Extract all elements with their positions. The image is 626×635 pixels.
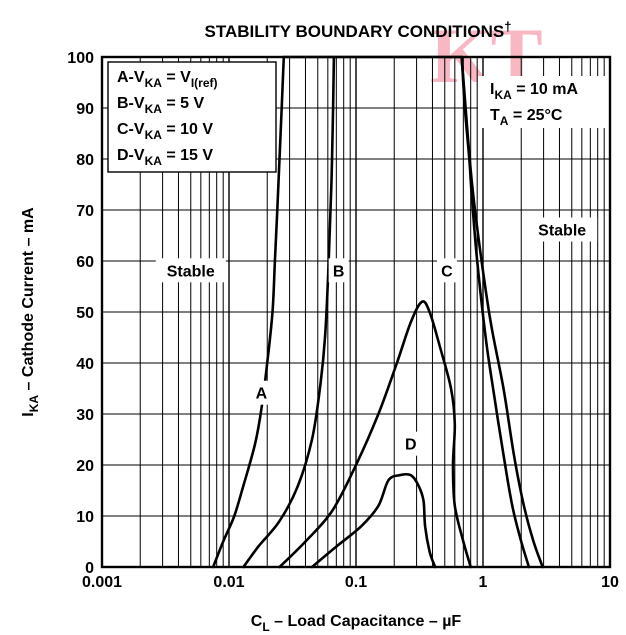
y-tick-label: 20 — [76, 458, 94, 475]
x-tick-label: 0.1 — [345, 574, 367, 591]
curve-upper-bound — [460, 55, 544, 569]
annotation-background — [400, 431, 421, 456]
annotations: Stable Stable A B C D — [155, 217, 598, 456]
curve-b — [242, 55, 336, 569]
annotation-background — [436, 258, 457, 283]
y-axis-label: IKA – Cathode Current – mA — [20, 207, 41, 417]
annotation-b: B — [333, 263, 345, 280]
condition-1: IKA = 10 mA — [490, 81, 579, 102]
curves — [211, 55, 544, 569]
curve-d — [310, 472, 437, 569]
y-tick-label: 90 — [76, 101, 94, 118]
x-tick-label: 0.01 — [213, 574, 244, 591]
legend-box — [107, 61, 277, 173]
legend-entry-a: A-VKA = VI(ref) — [117, 69, 217, 90]
annotation-c: C — [441, 263, 453, 280]
x-tick-label: 10 — [601, 574, 619, 591]
x-axis-label: CL – Load Capacitance – µF — [251, 613, 462, 634]
legend-entry-d: D-VKA = 15 V — [117, 147, 213, 168]
y-tick-label: 10 — [76, 509, 94, 526]
annotation-a: A — [256, 386, 268, 403]
annotation-stable: Stable — [538, 223, 586, 240]
annotation-stable: Stable — [167, 263, 215, 280]
x-tick-label: 0.001 — [82, 574, 122, 591]
legend-entry-b: B-VKA = 5 V — [117, 95, 204, 116]
annotation-d: D — [405, 437, 417, 454]
conditions-box — [478, 76, 612, 128]
chart-title: STABILITY BOUNDARY CONDITIONS† — [205, 19, 512, 41]
y-tick-label: 0 — [85, 560, 94, 577]
y-tick-label: 50 — [76, 305, 94, 322]
y-tick-label: 40 — [76, 356, 94, 373]
y-tick-label: 70 — [76, 203, 94, 220]
condition-2: TA = 25°C — [490, 107, 563, 128]
annotation-background — [527, 217, 598, 242]
legend: A-VKA = VI(ref) B-VKA = 5 V C-VKA = 10 V D-… — [117, 69, 217, 168]
annotation-background — [328, 258, 349, 283]
title-dagger: † — [504, 19, 511, 34]
curve-c — [278, 300, 472, 569]
legend-entry-c: C-VKA = 10 V — [117, 121, 213, 142]
y-tick-label: 80 — [76, 152, 94, 169]
y-tick-label: 60 — [76, 254, 94, 271]
annotation-background — [155, 258, 226, 283]
x-tick-label: 1 — [479, 574, 488, 591]
annotation-background — [251, 380, 272, 405]
y-tick-label: 100 — [67, 50, 94, 67]
y-tick-label: 30 — [76, 407, 94, 424]
curve-a — [211, 55, 286, 569]
plot-frame — [100, 55, 612, 569]
conditions: IKA = 10 mA TA = 25°C — [490, 81, 579, 128]
